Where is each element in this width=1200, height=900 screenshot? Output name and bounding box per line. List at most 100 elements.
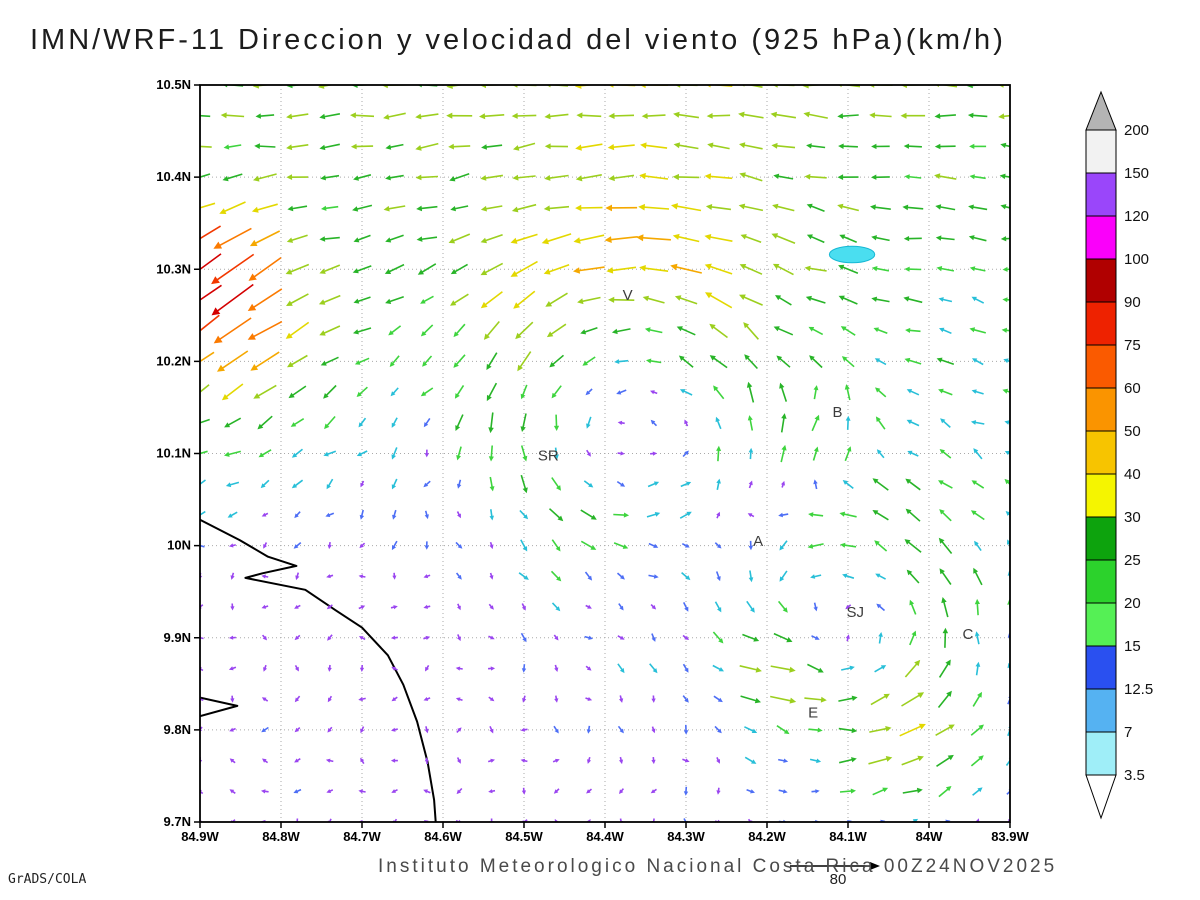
wind-arrow-shaft — [673, 265, 702, 274]
wind-arrow-head — [225, 482, 232, 488]
wind-arrow-head — [385, 298, 392, 304]
wind-arrow-head — [803, 111, 810, 118]
wind-arrow-head — [604, 236, 612, 243]
wind-arrow-head — [975, 818, 980, 822]
wind-arrow-head — [295, 666, 299, 672]
y-axis-tick-label: 10.2N — [156, 353, 191, 368]
wind-arrow-head — [808, 326, 815, 332]
wind-arrow-head — [457, 574, 462, 580]
wind-arrow-head — [905, 327, 911, 333]
wind-arrow-head — [903, 143, 910, 149]
wind-arrow-head — [488, 427, 494, 434]
coastline — [200, 696, 239, 718]
wind-arrow-head — [939, 568, 945, 575]
wind-arrow-head — [587, 575, 593, 581]
wind-arrow-head — [423, 789, 428, 794]
wind-arrow-head — [555, 758, 560, 763]
wind-arrow-head — [906, 569, 913, 576]
wind-arrow-head — [521, 790, 526, 795]
wind-arrow-head — [217, 364, 225, 372]
wind-arrow-shaft — [970, 114, 988, 118]
wind-arrow-head — [684, 635, 689, 640]
wind-arrow-head — [391, 484, 397, 490]
wind-arrow-shaft — [487, 382, 498, 399]
wind-arrow-shaft — [936, 755, 953, 767]
wind-arrow-head — [179, 244, 188, 252]
wind-arrow-head — [608, 112, 615, 119]
wind-arrow-head — [642, 295, 649, 302]
wind-arrow-shaft — [775, 264, 794, 276]
colorbar-tick-label: 40 — [1124, 466, 1141, 483]
wind-arrow-head — [704, 234, 712, 241]
wind-arrow-head — [969, 143, 975, 149]
city-label: A — [753, 533, 763, 550]
wind-arrow-head — [229, 727, 234, 732]
wind-arrow-head — [293, 789, 299, 794]
wind-arrow-head — [619, 635, 625, 640]
wind-arrow-shaft — [741, 264, 763, 275]
wind-arrow-head — [608, 175, 615, 182]
wind-arrow-shaft — [775, 326, 794, 336]
wind-arrow-head — [679, 389, 686, 394]
wind-arrow-head — [874, 540, 880, 546]
wind-arrow-shaft — [216, 317, 252, 342]
wind-arrow-head — [556, 576, 562, 582]
wind-arrow-head — [704, 173, 712, 180]
wind-arrow-head — [977, 691, 982, 698]
wind-arrow-head — [415, 174, 422, 181]
wind-arrow-shaft — [386, 205, 406, 210]
wind-arrow-head — [587, 697, 593, 701]
wind-arrow-head — [673, 111, 680, 118]
colorbar-tick-label: 7 — [1124, 724, 1132, 741]
colorbar-tick-label: 60 — [1124, 380, 1141, 397]
wind-arrow-head — [644, 327, 651, 333]
wind-arrow-shaft — [255, 173, 277, 181]
wind-arrow-head — [651, 637, 656, 642]
wind-arrow-shaft — [482, 174, 504, 180]
wind-arrow-shaft — [906, 540, 922, 553]
wind-arrow-head — [456, 789, 462, 795]
wind-arrow-head — [446, 85, 453, 89]
wind-arrow-head — [253, 393, 261, 399]
wind-arrow-shaft — [905, 297, 923, 304]
wind-arrow-head — [354, 360, 361, 365]
wind-arrow-head — [783, 758, 789, 763]
wind-arrow-head — [320, 175, 326, 181]
wind-arrow-shaft — [683, 818, 687, 822]
wind-arrow-shaft — [489, 412, 494, 431]
wind-arrow-head — [393, 605, 398, 610]
wind-arrow-head — [882, 787, 889, 793]
wind-arrow-head — [771, 142, 778, 149]
wind-arrow-head — [358, 422, 364, 428]
wind-arrow-head — [510, 237, 518, 244]
wind-arrow-shaft — [642, 267, 669, 272]
wind-arrow-shaft — [200, 698, 204, 701]
grads-credit: GrADS/COLA — [8, 872, 87, 887]
wind-arrow-head — [294, 697, 300, 703]
wind-arrow-shaft — [907, 509, 921, 522]
x-axis-tick-label: 84.2W — [748, 829, 786, 844]
wind-arrow-head — [185, 207, 192, 213]
wind-arrow-head — [947, 754, 954, 761]
wind-arrow-head — [575, 144, 582, 151]
x-axis-tick-label: 84.8W — [262, 829, 300, 844]
wind-arrow-head — [813, 446, 819, 452]
wind-arrow-shaft — [773, 632, 791, 642]
wind-arrow-shaft — [807, 175, 827, 179]
wind-arrow-head — [230, 698, 235, 703]
wind-arrow-head — [573, 267, 581, 274]
wind-arrow-head — [229, 543, 234, 548]
wind-arrow-head — [651, 605, 657, 610]
wind-arrow-shaft — [804, 697, 824, 701]
wind-arrow-head — [520, 727, 525, 732]
wind-arrow-head — [251, 206, 259, 213]
wind-arrow-head — [936, 266, 943, 272]
wind-arrow-head — [319, 330, 326, 336]
colorbar-band — [1085, 473, 1117, 518]
wind-arrow-head — [391, 545, 397, 551]
wind-arrow-head — [707, 142, 714, 149]
wind-arrow-head — [942, 627, 949, 634]
wind-arrow-head — [974, 598, 980, 605]
wind-arrow-head — [425, 666, 429, 672]
wind-arrow-head — [320, 360, 327, 366]
